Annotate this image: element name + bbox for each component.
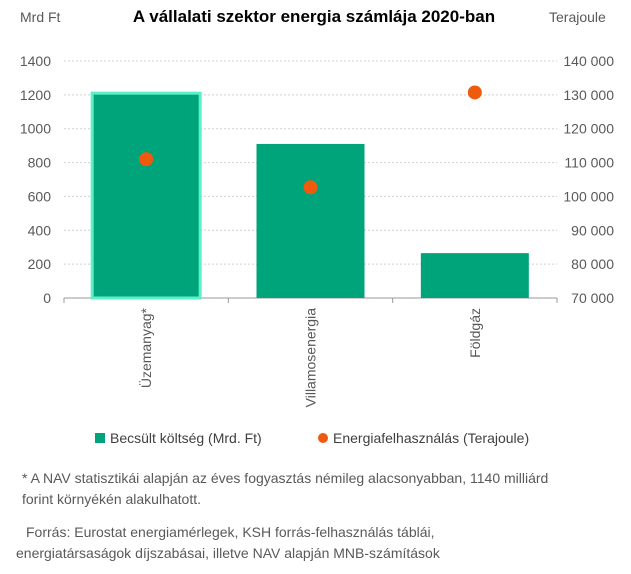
source-line-2: energiatársaságok díjszabásai, illetve N… bbox=[16, 545, 440, 561]
category-label: Üzemanyag* bbox=[137, 307, 154, 388]
bar-3 bbox=[420, 253, 529, 298]
left-tick-label: 1000 bbox=[20, 121, 51, 137]
footnote: * A NAV statisztikái alapján az éves fog… bbox=[22, 468, 612, 510]
point-2 bbox=[303, 180, 318, 195]
right-tick-label: 130 000 bbox=[563, 87, 614, 103]
source-line-1: Forrás: Eurostat energiamérlegek, KSH fo… bbox=[26, 524, 435, 540]
left-tick-label: 800 bbox=[28, 155, 52, 171]
right-tick-label: 120 000 bbox=[563, 121, 614, 137]
right-tick-label: 70 000 bbox=[571, 290, 614, 306]
left-tick-label: 400 bbox=[28, 222, 52, 238]
right-axis-unit: Terajoule bbox=[549, 9, 606, 25]
left-tick-label: 0 bbox=[43, 290, 51, 306]
left-tick-label: 600 bbox=[28, 188, 52, 204]
left-tick-label: 200 bbox=[28, 256, 52, 272]
right-tick-label: 140 000 bbox=[563, 53, 614, 69]
point-1 bbox=[139, 152, 154, 167]
left-tick-label: 1200 bbox=[20, 87, 51, 103]
chart-title: A vállalati szektor energia számlája 202… bbox=[133, 7, 495, 26]
point-3 bbox=[467, 85, 482, 100]
right-tick-label: 80 000 bbox=[571, 256, 614, 272]
legend-dot-label: Energiafelhasználás (Terajoule) bbox=[333, 430, 529, 446]
category-label: Villamosenergia bbox=[303, 308, 319, 408]
footnote-line-2: forint környékén alakulhatott. bbox=[22, 491, 201, 507]
legend-bar-swatch bbox=[95, 433, 105, 443]
category-label: Földgáz bbox=[467, 308, 483, 358]
left-tick-label: 1400 bbox=[20, 53, 51, 69]
right-tick-label: 110 000 bbox=[564, 155, 614, 171]
bar-2 bbox=[256, 143, 365, 298]
legend-dot-swatch bbox=[318, 433, 328, 443]
left-axis-unit: Mrd Ft bbox=[20, 9, 61, 25]
footnote-line-1: * A NAV statisztikái alapján az éves fog… bbox=[22, 470, 549, 486]
legend-bar-label: Becsült költség (Mrd. Ft) bbox=[110, 430, 262, 446]
right-tick-label: 100 000 bbox=[563, 188, 614, 204]
source-note: Forrás: Eurostat energiamérlegek, KSH fo… bbox=[16, 522, 606, 564]
right-tick-label: 90 000 bbox=[571, 222, 614, 238]
bar-1 bbox=[90, 91, 202, 300]
chart: A vállalati szektor energia számlája 202… bbox=[20, 7, 614, 446]
